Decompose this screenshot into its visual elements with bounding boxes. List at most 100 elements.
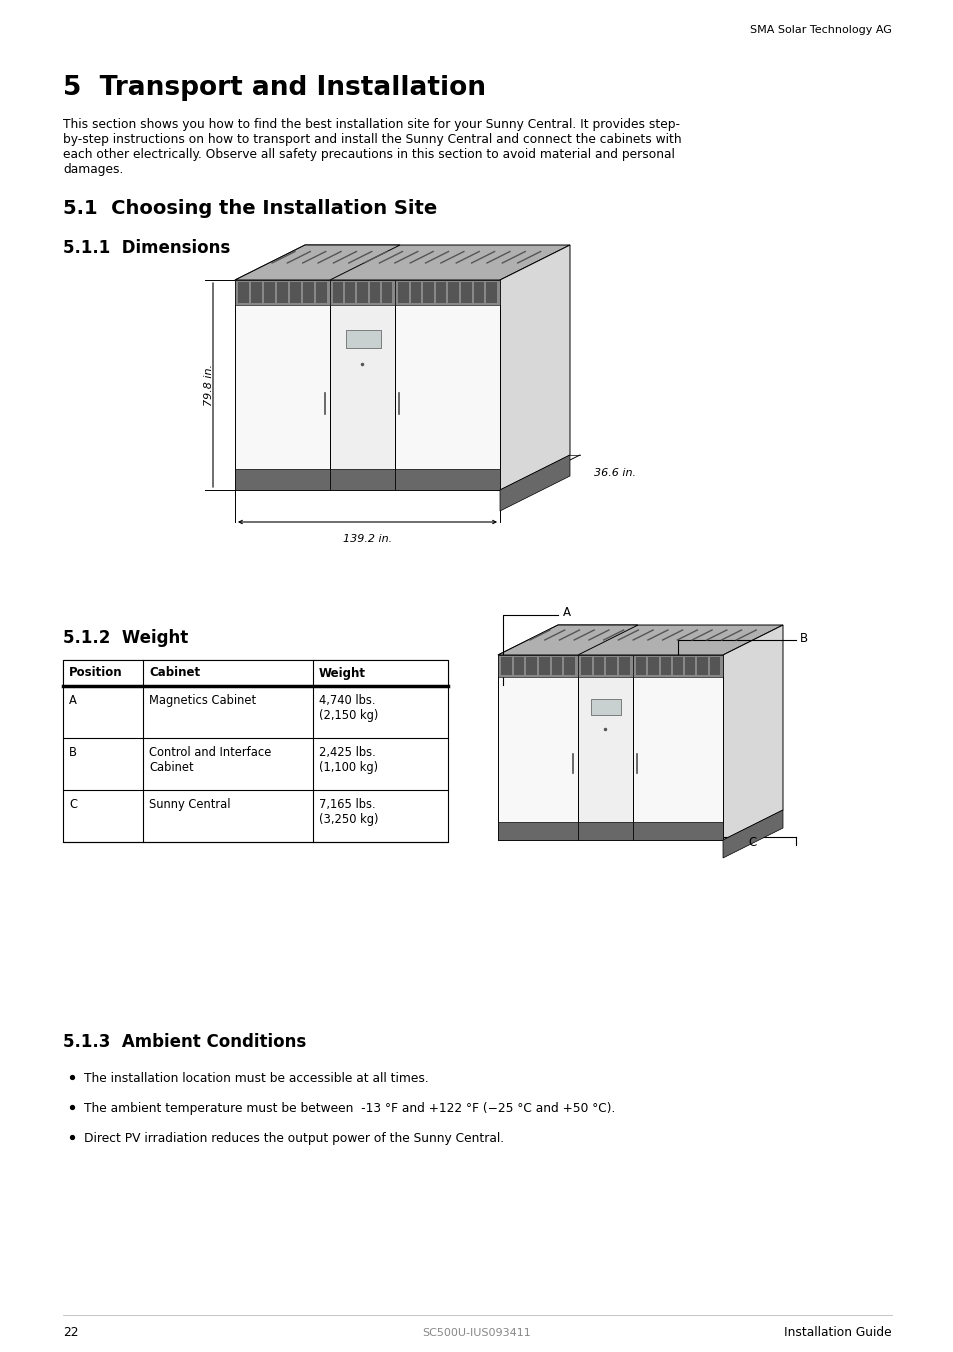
Bar <box>659 657 670 675</box>
Bar <box>526 657 537 675</box>
Text: 36.6 in.: 36.6 in. <box>594 468 636 477</box>
Bar <box>357 283 367 303</box>
Bar <box>474 283 484 303</box>
Text: 5.1.1  Dimensions: 5.1.1 Dimensions <box>63 239 230 257</box>
Bar <box>497 822 578 840</box>
Bar <box>237 283 249 303</box>
Bar <box>636 657 645 675</box>
Polygon shape <box>722 625 782 840</box>
Bar <box>633 822 722 840</box>
Bar <box>330 280 395 489</box>
Bar <box>538 657 549 675</box>
Text: (1,100 kg): (1,100 kg) <box>318 761 377 773</box>
Bar <box>486 283 497 303</box>
Bar <box>513 657 524 675</box>
Bar <box>618 657 629 675</box>
Text: 5  Transport and Installation: 5 Transport and Installation <box>63 74 485 101</box>
Text: A: A <box>69 694 77 707</box>
Bar <box>264 283 274 303</box>
Text: (2,150 kg): (2,150 kg) <box>318 708 378 722</box>
Bar <box>395 280 499 306</box>
Bar <box>251 283 262 303</box>
Text: 5.1.3  Ambient Conditions: 5.1.3 Ambient Conditions <box>63 1033 306 1051</box>
Bar <box>333 283 343 303</box>
Bar <box>395 280 499 489</box>
Polygon shape <box>499 245 569 489</box>
Bar <box>633 654 722 677</box>
Text: The installation location must be accessible at all times.: The installation location must be access… <box>84 1072 428 1086</box>
Polygon shape <box>234 245 399 280</box>
Text: (3,250 kg): (3,250 kg) <box>318 813 378 826</box>
Text: 2,425 lbs.: 2,425 lbs. <box>318 746 375 758</box>
Text: SMA Solar Technology AG: SMA Solar Technology AG <box>749 24 891 35</box>
Bar <box>330 280 395 306</box>
Text: The ambient temperature must be between  -13 °F and +122 °F (−25 °C and +50 °C).: The ambient temperature must be between … <box>84 1102 615 1115</box>
Text: each other electrically. Observe all safety precautions in this section to avoid: each other electrically. Observe all saf… <box>63 147 674 161</box>
Bar <box>564 657 575 675</box>
Text: 5.1  Choosing the Installation Site: 5.1 Choosing the Installation Site <box>63 199 436 218</box>
Text: C: C <box>747 837 756 849</box>
Bar <box>684 657 695 675</box>
Bar <box>303 283 314 303</box>
Bar <box>410 283 421 303</box>
Bar <box>633 654 722 840</box>
Bar <box>63 660 448 685</box>
Polygon shape <box>499 456 569 511</box>
Bar <box>578 822 633 840</box>
Bar <box>578 654 633 677</box>
Bar <box>593 657 604 675</box>
Text: Direct PV irradiation reduces the output power of the Sunny Central.: Direct PV irradiation reduces the output… <box>84 1132 503 1145</box>
Bar <box>578 654 633 840</box>
Bar <box>346 330 380 347</box>
Bar <box>497 654 578 840</box>
Bar <box>709 657 720 675</box>
Text: 4,740 lbs.: 4,740 lbs. <box>318 694 375 707</box>
Text: B: B <box>69 746 77 758</box>
Bar <box>395 469 499 489</box>
Text: 139.2 in.: 139.2 in. <box>342 534 392 544</box>
Bar <box>345 283 355 303</box>
Bar <box>590 699 620 715</box>
Text: A: A <box>562 607 571 619</box>
Text: SC500U-IUS093411: SC500U-IUS093411 <box>422 1328 531 1338</box>
Bar <box>234 469 330 489</box>
Bar <box>423 283 434 303</box>
Text: by-step instructions on how to transport and install the Sunny Central and conne: by-step instructions on how to transport… <box>63 132 680 146</box>
Polygon shape <box>497 625 638 654</box>
Bar <box>315 283 327 303</box>
Bar <box>580 657 591 675</box>
Bar <box>330 469 395 489</box>
Bar <box>369 283 379 303</box>
Text: Weight: Weight <box>318 667 366 680</box>
Text: 79.8 in.: 79.8 in. <box>204 364 213 406</box>
Bar <box>397 283 408 303</box>
Text: 7,165 lbs.: 7,165 lbs. <box>318 798 375 811</box>
Text: Control and Interface: Control and Interface <box>149 746 271 758</box>
Text: Installation Guide: Installation Guide <box>783 1326 891 1340</box>
Bar <box>234 280 330 489</box>
Text: damages.: damages. <box>63 164 123 176</box>
Text: B: B <box>800 631 807 645</box>
Bar <box>436 283 446 303</box>
Text: This section shows you how to find the best installation site for your Sunny Cen: This section shows you how to find the b… <box>63 118 679 131</box>
Text: Sunny Central: Sunny Central <box>149 798 231 811</box>
Bar <box>63 660 448 842</box>
Polygon shape <box>722 810 782 859</box>
Bar <box>551 657 561 675</box>
Bar <box>290 283 301 303</box>
Bar <box>381 283 392 303</box>
Text: 22: 22 <box>63 1326 78 1340</box>
Bar <box>697 657 707 675</box>
Bar <box>500 657 511 675</box>
Bar <box>460 283 471 303</box>
Text: Cabinet: Cabinet <box>149 667 200 680</box>
Bar <box>234 280 330 306</box>
Bar <box>606 657 617 675</box>
Text: Magnetics Cabinet: Magnetics Cabinet <box>149 694 255 707</box>
Text: Cabinet: Cabinet <box>149 761 193 773</box>
Text: 5.1.2  Weight: 5.1.2 Weight <box>63 629 188 648</box>
Text: C: C <box>69 798 77 811</box>
Bar <box>672 657 682 675</box>
Bar <box>497 654 578 677</box>
Bar <box>448 283 458 303</box>
